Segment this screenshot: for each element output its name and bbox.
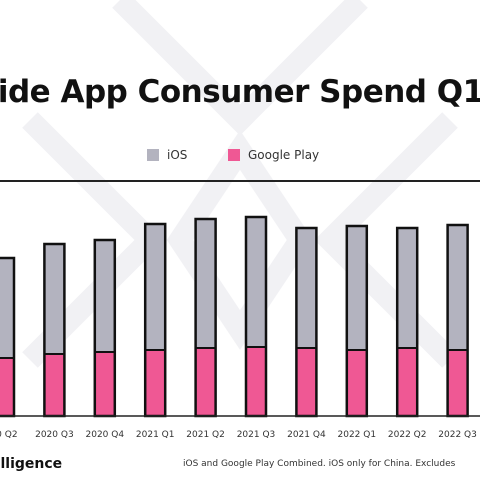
chart-legend: iOS Google Play bbox=[0, 148, 480, 166]
bar-ios bbox=[44, 244, 65, 354]
x-tick-label: 2022 Q2 bbox=[388, 430, 427, 440]
bar-google-play bbox=[94, 352, 115, 416]
bar-ios bbox=[94, 240, 115, 352]
bar-google-play bbox=[0, 358, 14, 416]
bar-ios bbox=[346, 226, 367, 350]
x-tick-label: 2022 Q1 bbox=[338, 430, 377, 440]
x-tick-label: 2021 Q2 bbox=[186, 430, 225, 440]
bar-google-play bbox=[397, 348, 418, 416]
bar-ios bbox=[447, 225, 468, 350]
legend-swatch-google-play bbox=[228, 149, 240, 161]
bar-google-play bbox=[296, 348, 317, 416]
legend-item-google-play: Google Play bbox=[228, 148, 319, 162]
legend-label-ios: iOS bbox=[167, 148, 188, 162]
bar-google-play bbox=[447, 350, 468, 416]
x-tick-label: 2022 Q3 bbox=[438, 430, 477, 440]
footer-note: iOS and Google Play Combined. iOS only f… bbox=[183, 459, 456, 469]
legend-label-google-play: Google Play bbox=[248, 148, 320, 162]
bar-google-play bbox=[246, 347, 266, 416]
footer-brand: elligence bbox=[0, 456, 63, 472]
x-tick-label: 2021 Q3 bbox=[237, 430, 276, 440]
bar-ios bbox=[145, 224, 166, 350]
bar-google-play bbox=[44, 354, 65, 416]
x-tick-label: 2020 Q4 bbox=[86, 430, 125, 440]
x-tick-label: 20 Q2 bbox=[0, 430, 18, 440]
x-tick-label: 2021 Q4 bbox=[287, 430, 326, 440]
bar-ios bbox=[296, 228, 317, 348]
bar-ios bbox=[0, 258, 14, 358]
bar-google-play bbox=[145, 350, 166, 416]
legend-swatch-ios bbox=[147, 149, 159, 161]
x-tick-label: 2021 Q1 bbox=[136, 430, 175, 440]
legend-item-ios: iOS bbox=[147, 148, 187, 162]
bar-ios bbox=[195, 219, 216, 348]
bar-google-play bbox=[346, 350, 367, 416]
bar-google-play bbox=[195, 348, 216, 416]
chart-title: dwide App Consumer Spend Q1 bbox=[0, 74, 480, 110]
bar-ios bbox=[397, 228, 418, 348]
bar-ios bbox=[246, 217, 266, 347]
x-tick-label: 2020 Q3 bbox=[35, 430, 74, 440]
